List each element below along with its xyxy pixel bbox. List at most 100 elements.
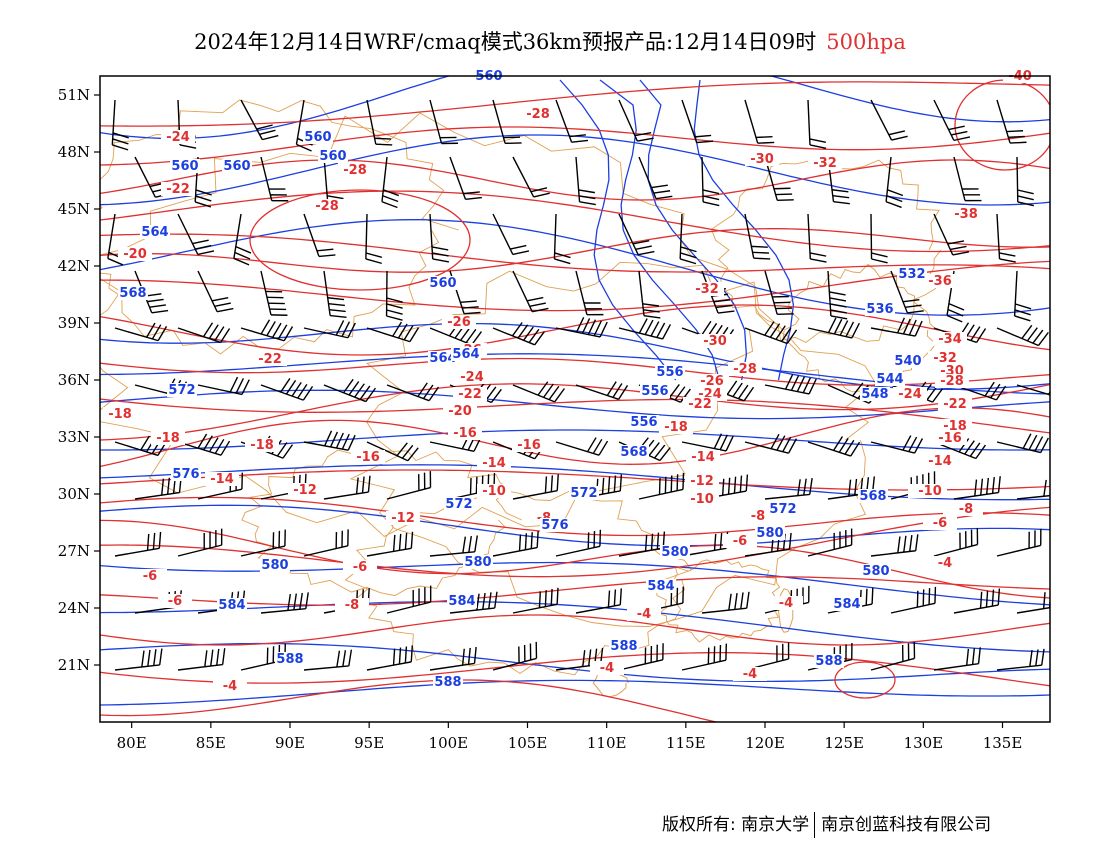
wind-barb	[870, 317, 923, 337]
wind-barb	[996, 528, 1042, 557]
temperature-label-bg	[161, 130, 195, 144]
temperature-label-bg	[928, 556, 962, 570]
geopotential-label: 576	[541, 518, 568, 533]
wind-barb	[996, 99, 1027, 144]
temperature-label: -16	[453, 426, 477, 441]
wind-barb	[385, 270, 403, 321]
wind-barb	[1016, 156, 1034, 207]
temperature-label-bg	[335, 598, 369, 612]
wind-barb	[366, 441, 419, 462]
wind-barb	[575, 381, 629, 400]
temperature-label-bg	[161, 182, 195, 196]
wind-barb	[366, 321, 420, 343]
geopotential-label: 572	[769, 502, 796, 517]
temperature-contours	[100, 79, 1050, 722]
temperature-contour	[100, 679, 719, 722]
geopotential-label-bg	[646, 579, 676, 593]
map-frame	[99, 75, 1051, 723]
lat-tick-label: 21N	[58, 656, 90, 674]
chart-title: 2024年12月14日WRF/cmaq模式36km预报产品:12月14日09时 5…	[0, 26, 1100, 56]
credit-separator	[814, 812, 816, 838]
wind-barb	[618, 318, 672, 340]
geopotential-label: 584	[647, 579, 674, 594]
temperature-label: -14	[210, 472, 234, 487]
wind-barb	[449, 591, 498, 614]
lat-tick-label: 51N	[58, 86, 90, 104]
temperature-label: -16	[356, 450, 380, 465]
geopotential-contour	[100, 76, 1050, 140]
wind-barb	[177, 433, 231, 456]
temperature-label-bg	[923, 516, 957, 530]
temperature-contour	[100, 398, 1050, 434]
geopotential-label: 580	[261, 558, 288, 573]
temperature-label: -34	[938, 332, 962, 347]
temperature-label-bg	[893, 387, 927, 401]
geopotential-label: 572	[168, 383, 195, 398]
temperature-label: -22	[688, 397, 712, 412]
temperature-label-bg	[938, 397, 972, 411]
temperature-label-bg	[698, 334, 732, 348]
temperature-label: -4	[600, 661, 614, 676]
geopotential-label-bg	[222, 159, 252, 173]
temperature-label-bg	[659, 420, 693, 434]
wind-barb	[870, 213, 888, 264]
geopotential-label: 560	[171, 159, 198, 174]
wind-barb	[555, 316, 608, 338]
lat-tick-label: 48N	[58, 143, 90, 161]
wind-barb	[512, 270, 549, 313]
temperature-label-bg	[745, 152, 779, 166]
geopotential-label-bg	[433, 675, 463, 689]
geopotential-label-bg	[260, 558, 290, 572]
geopotential-label: 560	[429, 276, 456, 291]
temperature-label-bg	[590, 661, 624, 675]
temperature-label: -14	[928, 454, 952, 469]
temperature-label: -4	[743, 667, 757, 682]
wind-barb	[870, 435, 924, 454]
wind-barb	[114, 531, 162, 557]
temperature-contour	[100, 126, 1050, 166]
wind-barb	[323, 270, 347, 319]
wind-barb	[764, 270, 794, 316]
temperature-label-bg	[512, 438, 546, 452]
wind-barb	[240, 529, 286, 557]
temperature-label: -26	[700, 374, 724, 389]
temperature-label: -4	[637, 607, 651, 622]
wind-barb	[366, 645, 414, 671]
geopotential-label: 564	[429, 351, 456, 366]
wind-barb	[366, 99, 393, 146]
temperature-label: -28	[733, 362, 757, 377]
lon-tick-label: 100E	[429, 734, 469, 752]
lat-tick-label: 33N	[58, 428, 90, 446]
geopotential-label-bg	[303, 130, 333, 144]
wind-barb	[618, 99, 654, 142]
temperature-contour	[100, 576, 1050, 606]
geopotential-label-bg	[640, 384, 670, 398]
temperature-label-bg	[928, 351, 962, 365]
temperature-label: -24	[166, 130, 190, 145]
wind-barb	[449, 156, 482, 200]
temperature-label: -16	[517, 438, 541, 453]
geopotential-label-bg	[540, 518, 570, 532]
temperature-label-bg	[741, 509, 775, 523]
wind-barb	[996, 324, 1049, 347]
geopotential-label-bg	[428, 276, 458, 290]
temperature-label-bg	[938, 419, 972, 433]
temperature-label-bg	[118, 247, 152, 261]
wind-barb	[933, 99, 971, 142]
wind-barb	[870, 99, 908, 141]
geopotential-contour	[100, 322, 1050, 391]
wind-barb	[701, 156, 720, 207]
temperature-label-bg	[103, 407, 137, 421]
temperature-label: -14	[691, 450, 715, 465]
wind-barb	[764, 373, 817, 395]
wind-barb	[303, 649, 353, 671]
wind-barb	[807, 99, 827, 149]
temperature-label-bg	[808, 156, 842, 170]
geopotential-label-bg	[428, 351, 458, 365]
title-main: 2024年12月14日WRF/cmaq模式36km预报产品:12月14日09时	[194, 30, 817, 54]
wind-barb	[807, 528, 853, 557]
wind-barb	[555, 529, 602, 557]
credit-company: 南京创蓝科技有限公司	[821, 815, 992, 835]
geopotential-contour	[100, 600, 1050, 653]
wind-barb	[177, 213, 215, 256]
